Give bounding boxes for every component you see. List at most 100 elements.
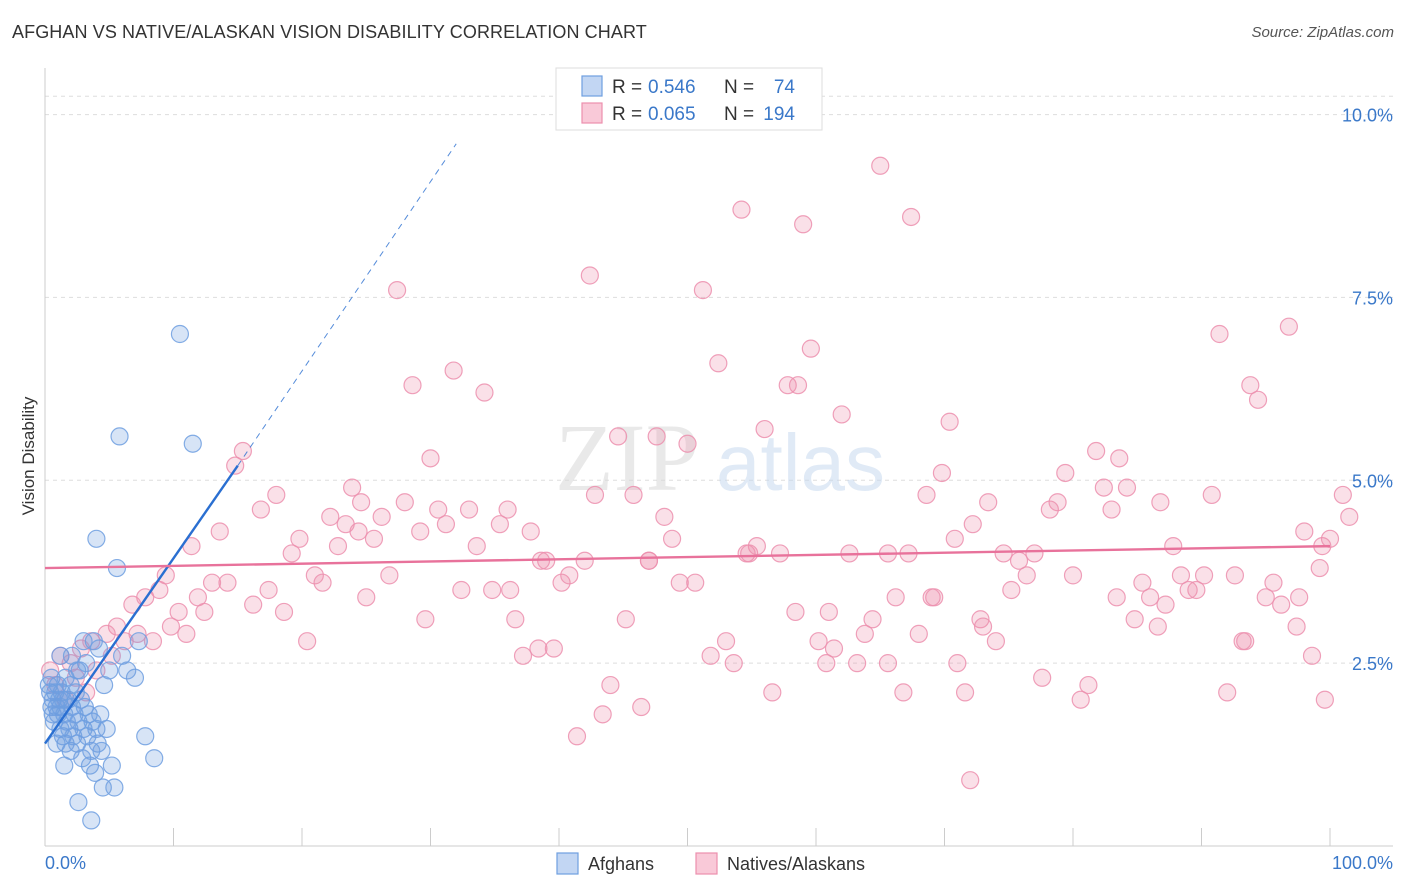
natives-alaskans-point — [411, 522, 430, 541]
natives-alaskans-point — [848, 654, 867, 673]
natives-alaskans-point — [794, 215, 813, 234]
natives-alaskans-point — [251, 500, 270, 519]
natives-alaskans-point — [1187, 580, 1206, 600]
afghans-point — [129, 632, 148, 651]
natives-alaskans-point — [343, 478, 362, 497]
natives-alaskans-point — [716, 632, 736, 651]
legend-swatch-afghans — [556, 852, 579, 875]
stats-r-value-natives: 0.065 — [648, 104, 696, 125]
natives-alaskans-point — [894, 683, 913, 702]
natives-alaskans-point — [177, 624, 196, 643]
natives-alaskans-point — [973, 617, 993, 636]
natives-alaskans-point — [1110, 449, 1129, 468]
afghans-point — [183, 434, 202, 453]
afghans-point — [145, 749, 164, 768]
source-credit: Source: ZipAtlas.com — [1251, 24, 1394, 41]
natives-alaskans-point — [971, 610, 990, 629]
natives-alaskans-point — [1079, 675, 1098, 695]
natives-alaskans-point — [1179, 580, 1198, 600]
natives-alaskans-point — [244, 595, 263, 614]
stats-n-label-natives: N = — [724, 104, 754, 125]
natives-alaskans-point — [1056, 463, 1075, 483]
afghans-point — [136, 727, 155, 746]
natives-alaskans-point — [1048, 493, 1067, 512]
natives-alaskans-point — [878, 654, 898, 673]
natives-alaskans-point — [161, 617, 181, 636]
stats-n-value-natives: 194 — [763, 104, 795, 125]
natives-alaskans-point — [693, 281, 713, 300]
afghans-points — [39, 324, 202, 830]
natives-alaskans-point — [1295, 522, 1314, 541]
natives-alaskans-point — [601, 675, 620, 695]
afghans-point — [110, 427, 129, 446]
natives-alaskans-point — [994, 544, 1013, 563]
natives-alaskans-point — [195, 602, 214, 622]
natives-alaskans-point — [1033, 668, 1052, 687]
afghans-point — [86, 763, 105, 782]
legend-label-natives: Natives/Alaskans — [727, 854, 865, 874]
natives-alaskans-point — [662, 529, 682, 548]
afghans-point — [125, 668, 145, 687]
stats-n-label-afghans: N = — [724, 77, 754, 98]
natives-alaskans-point — [632, 697, 651, 717]
natives-alaskans-point — [1148, 617, 1167, 636]
natives-alaskans-point — [274, 602, 294, 622]
natives-alaskans-trend-line — [44, 544, 1331, 570]
chart-title: AFGHAN VS NATIVE/ALASKAN VISION DISABILI… — [12, 22, 647, 42]
afghans-point — [55, 756, 74, 775]
natives-alaskans-point — [305, 566, 324, 585]
natives-alaskans-point — [909, 624, 928, 643]
natives-alaskans-point — [321, 507, 340, 526]
natives-alaskans-point — [961, 771, 980, 790]
natives-alaskans-point — [763, 683, 782, 702]
natives-alaskans-point — [380, 566, 399, 585]
natives-alaskans-point — [143, 632, 163, 651]
natives-alaskans-point — [1315, 690, 1334, 709]
natives-alaskans-point — [1272, 595, 1291, 614]
natives-alaskans-point — [1218, 683, 1237, 702]
natives-alaskans-point — [819, 602, 838, 622]
natives-alaskans-point — [786, 602, 805, 622]
natives-alaskans-point — [855, 624, 874, 643]
watermark-atlas: atlas — [716, 418, 885, 507]
natives-alaskans-point — [770, 544, 790, 563]
natives-alaskans-point — [387, 281, 407, 300]
natives-alaskans-point — [724, 654, 743, 673]
natives-alaskans-point — [1340, 507, 1359, 526]
natives-alaskans-point — [290, 529, 309, 548]
natives-alaskans-point — [788, 376, 808, 395]
afghans-point — [68, 661, 87, 680]
natives-alaskans-point — [429, 500, 448, 519]
natives-alaskans-point — [1094, 478, 1113, 497]
natives-alaskans-point — [506, 610, 525, 629]
natives-alaskans-point — [560, 566, 579, 585]
natives-alaskans-point — [824, 639, 844, 658]
y-axis-label: Vision Disability — [19, 396, 38, 515]
afghans-point — [87, 719, 106, 739]
natives-alaskans-point — [686, 573, 705, 592]
natives-alaskans-point — [755, 419, 774, 439]
afghans-point — [82, 811, 101, 830]
natives-alaskans-point — [567, 727, 587, 746]
natives-alaskans-point — [1287, 617, 1306, 636]
natives-alaskans-point — [832, 405, 851, 424]
natives-alaskans-point — [575, 551, 594, 570]
y-tick-label: 2.5% — [1352, 654, 1393, 674]
natives-alaskans-point — [624, 485, 643, 505]
natives-alaskans-point — [1202, 485, 1221, 505]
stats-legend: R = 0.546 N = 74 R = 0.065 N = 194 — [555, 67, 823, 131]
afghans-point — [42, 668, 61, 687]
stats-r-label-natives: R = — [612, 104, 642, 125]
natives-alaskans-point — [1164, 537, 1183, 556]
natives-alaskans-point — [1248, 390, 1268, 409]
natives-alaskans-point — [593, 705, 612, 724]
natives-alaskans-point — [1241, 376, 1260, 395]
natives-alaskans-point — [1171, 566, 1191, 585]
natives-alaskans-point — [655, 507, 674, 526]
natives-alaskans-point — [328, 537, 348, 556]
natives-alaskans-point — [778, 376, 797, 395]
stats-r-label-afghans: R = — [612, 77, 642, 98]
afghans-trend-line — [44, 464, 239, 745]
natives-alaskans-point — [986, 632, 1006, 651]
natives-alaskans-point — [678, 434, 697, 453]
